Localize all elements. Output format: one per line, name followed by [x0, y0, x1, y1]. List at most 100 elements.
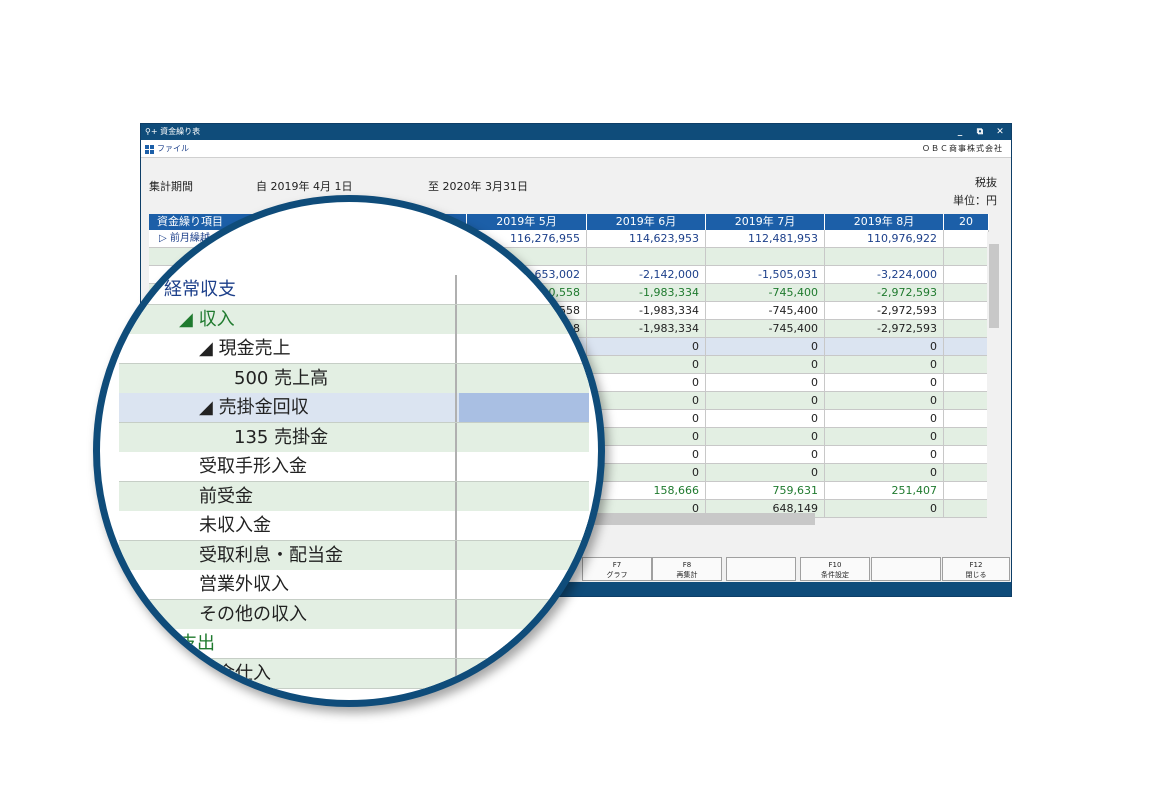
fkey-f10[interactable]: F10 条件設定 [800, 557, 870, 581]
table-cell[interactable] [467, 248, 587, 265]
table-cell[interactable]: 0 [706, 392, 825, 409]
table-cell[interactable]: -1,983,334 [587, 284, 706, 301]
vertical-scrollbar[interactable] [987, 232, 1001, 522]
menu-file[interactable]: ファイル [157, 144, 189, 153]
table-cell[interactable] [944, 266, 989, 283]
table-cell[interactable]: 0 [587, 464, 706, 481]
table-cell[interactable]: -2,972,593 [825, 284, 944, 301]
col-header[interactable]: 20 [944, 214, 989, 230]
table-cell[interactable] [944, 284, 989, 301]
table-cell[interactable]: 0 [587, 356, 706, 373]
table-cell[interactable]: 0 [706, 410, 825, 427]
table-cell[interactable]: 0 [706, 464, 825, 481]
table-cell[interactable]: 0 [706, 446, 825, 463]
table-cell[interactable] [944, 392, 989, 409]
table-cell[interactable] [944, 428, 989, 445]
table-cell[interactable] [587, 248, 706, 265]
table-cell[interactable] [944, 482, 989, 499]
minimize-button[interactable]: _ [957, 127, 963, 137]
col-header[interactable]: 2019年 6月 [587, 214, 706, 230]
fkey-f7[interactable]: F7 グラフ [582, 557, 652, 581]
table-cell[interactable]: 0 [825, 374, 944, 391]
table-cell[interactable] [706, 248, 825, 265]
magnified-row[interactable]: 現金仕入 [119, 658, 589, 689]
table-cell[interactable]: 0 [587, 374, 706, 391]
magnified-row[interactable]: 支出 [119, 629, 589, 659]
table-cell[interactable]: 0 [587, 392, 706, 409]
magnified-row[interactable]: 500 売上高 [119, 363, 589, 394]
table-cell[interactable]: 114,623,953 [587, 230, 706, 247]
fkey-f8[interactable]: F8 再集計 [652, 557, 722, 581]
scroll-thumb[interactable] [989, 244, 999, 328]
table-cell[interactable]: 0 [587, 500, 706, 517]
table-cell[interactable] [944, 374, 989, 391]
table-cell[interactable]: -745,400 [706, 320, 825, 337]
magnified-row[interactable]: 135 売掛金 [119, 422, 589, 453]
restore-button[interactable]: ⧉ [976, 127, 984, 137]
magnified-row[interactable]: ◢ 収入 [119, 304, 589, 335]
table-cell[interactable] [825, 248, 944, 265]
table-cell[interactable]: 158,666 [587, 482, 706, 499]
table-cell[interactable]: 251,407 [825, 482, 944, 499]
table-cell[interactable]: 0 [825, 392, 944, 409]
table-cell[interactable]: 0 [706, 428, 825, 445]
table-cell[interactable]: 0 [825, 410, 944, 427]
table-cell[interactable]: 0 [706, 356, 825, 373]
table-cell[interactable] [944, 464, 989, 481]
fkey-f12[interactable]: F12 閉じる [942, 557, 1010, 581]
table-cell[interactable]: -1,983,334 [587, 302, 706, 319]
table-cell[interactable]: 112,481,953 [706, 230, 825, 247]
table-cell[interactable]: 0 [706, 374, 825, 391]
magnified-row[interactable]: 未収入金 [119, 511, 589, 541]
table-cell[interactable]: 0 [587, 338, 706, 355]
close-button[interactable]: ✕ [996, 127, 1004, 137]
table-cell[interactable]: 759,631 [706, 482, 825, 499]
table-cell[interactable] [944, 446, 989, 463]
col-header[interactable]: 2019年 7月 [706, 214, 825, 230]
magnified-row[interactable]: 前受金 [119, 481, 589, 512]
magnified-row[interactable]: 受取利息・配当金 [119, 540, 589, 571]
table-cell[interactable]: -745,400 [706, 302, 825, 319]
table-cell[interactable] [944, 338, 989, 355]
table-cell[interactable]: -1,505,031 [706, 266, 825, 283]
table-cell[interactable] [944, 500, 989, 517]
table-cell[interactable]: -1,983,334 [587, 320, 706, 337]
magnified-row[interactable]: ◢ 現金売上 [119, 334, 589, 364]
table-cell[interactable]: 110,976,922 [825, 230, 944, 247]
table-cell[interactable] [944, 356, 989, 373]
table-cell[interactable]: -2,142,000 [587, 266, 706, 283]
magnified-row[interactable]: その他の収入 [119, 599, 589, 630]
magnified-row[interactable]: 受取手形入金 [119, 452, 589, 482]
fkey-empty[interactable] [726, 557, 796, 581]
table-cell[interactable]: 0 [825, 500, 944, 517]
table-cell[interactable] [944, 410, 989, 427]
table-cell[interactable]: 648,149 [706, 500, 825, 517]
table-cell[interactable]: 0 [825, 446, 944, 463]
table-cell[interactable]: 0 [825, 356, 944, 373]
table-cell[interactable]: 0 [825, 338, 944, 355]
window-title: ⚲+ 資金繰り表 [145, 124, 200, 140]
table-cell[interactable]: 0 [587, 428, 706, 445]
table-cell[interactable]: -2,972,593 [825, 302, 944, 319]
magnified-row[interactable]: 営業外収入 [119, 570, 589, 600]
table-cell[interactable]: -745,400 [706, 284, 825, 301]
fkey-empty[interactable] [871, 557, 941, 581]
table-cell[interactable]: -2,972,593 [825, 320, 944, 337]
table-cell[interactable]: 0 [706, 338, 825, 355]
table-cell[interactable]: 0 [825, 464, 944, 481]
magnified-row-value [459, 304, 589, 334]
magnified-row[interactable]: ◢ 売掛金回収 [119, 393, 589, 423]
table-cell[interactable]: 0 [825, 428, 944, 445]
magnified-row[interactable]: 経常収支 [119, 275, 589, 305]
col-header[interactable]: 2019年 5月 [467, 214, 587, 230]
col-header[interactable]: 2019年 8月 [825, 214, 944, 230]
table-cell[interactable]: 0 [587, 446, 706, 463]
table-cell[interactable]: 116,276,955 [467, 230, 587, 247]
table-cell[interactable]: -3,224,000 [825, 266, 944, 283]
table-cell[interactable] [944, 230, 989, 247]
table-cell[interactable] [944, 248, 989, 265]
table-cell[interactable] [944, 320, 989, 337]
horizontal-scrollbar[interactable] [581, 513, 815, 525]
table-cell[interactable] [944, 302, 989, 319]
table-cell[interactable]: 0 [587, 410, 706, 427]
